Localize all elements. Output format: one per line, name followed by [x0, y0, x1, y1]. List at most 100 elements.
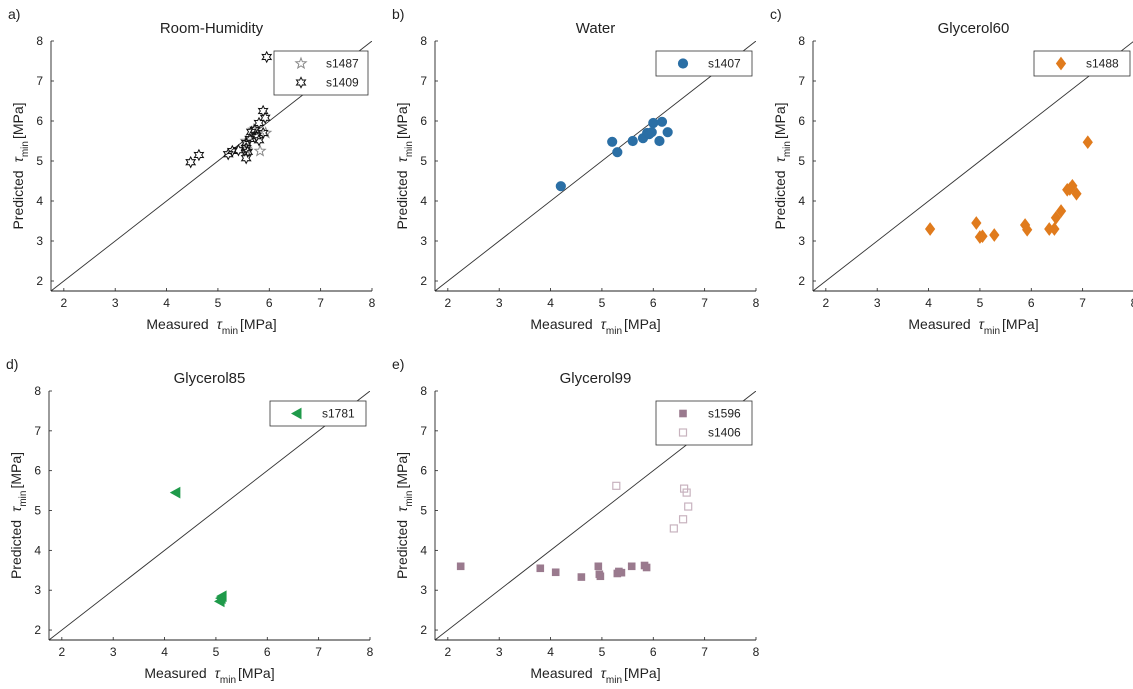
x-axis-label-subscript: min	[222, 326, 238, 337]
y-axis-label-text: Predicted	[772, 170, 788, 229]
x-tick-label: 5	[213, 645, 220, 659]
chart-title: Glycerol85	[174, 370, 246, 387]
data-point	[669, 524, 678, 533]
x-tick-label: 7	[701, 645, 708, 659]
y-tick-label: 2	[36, 274, 43, 288]
series-s1488	[924, 135, 1093, 244]
series-s1406	[612, 481, 693, 533]
x-tick-label: 7	[701, 296, 708, 310]
legend-label: s1596	[708, 407, 741, 421]
x-tick-label: 2	[444, 645, 451, 659]
data-point	[1071, 186, 1082, 201]
y-tick-label: 3	[798, 234, 805, 248]
panel-label: b)	[392, 6, 404, 22]
x-tick-label: 4	[163, 296, 170, 310]
x-axis-label-text: Measured	[530, 665, 592, 681]
y-axis-label-text: Predicted	[394, 170, 410, 229]
y-axis-label-text: Predicted	[394, 520, 410, 579]
x-axis-label-unit: [MPa]	[624, 316, 661, 332]
data-point	[971, 216, 982, 230]
data-point	[595, 570, 604, 579]
x-axis-label-text: Measured	[530, 316, 592, 332]
data-point	[1055, 204, 1067, 218]
y-axis-label-symbol: τ	[772, 156, 788, 162]
legend: s1596 s1406	[655, 400, 753, 446]
y-axis-label-subscript: min	[404, 491, 415, 507]
legend-box	[655, 400, 753, 446]
data-point	[607, 136, 618, 147]
x-axis-label-subscript: min	[606, 326, 622, 337]
y-tick-label: 8	[36, 34, 43, 48]
legend: s1781	[269, 400, 367, 427]
y-tick-label: 7	[420, 74, 427, 88]
x-tick-label: 7	[1079, 296, 1086, 310]
chart-title: Water	[576, 20, 615, 37]
y-tick-label: 6	[798, 114, 805, 128]
y-tick-label: 5	[798, 154, 805, 168]
y-axis-label: Predicted τmin [MPa]	[394, 102, 415, 229]
legend-label: s1407	[708, 57, 741, 71]
x-tick-label: 6	[266, 296, 273, 310]
legend: s1487 s1409	[273, 50, 369, 96]
data-point	[656, 116, 668, 127]
data-point	[456, 562, 465, 571]
legend: s1407	[655, 50, 753, 77]
identity-line	[813, 41, 1133, 291]
panel-label: a)	[8, 6, 20, 22]
y-tick-label: 5	[34, 504, 41, 518]
data-point	[185, 155, 197, 169]
x-axis-label: Measured τmin [MPa]	[530, 316, 660, 337]
y-tick-label: 4	[36, 194, 43, 208]
identity-line	[435, 41, 756, 291]
x-tick-label: 4	[547, 296, 554, 310]
legend-box	[273, 50, 369, 96]
x-axis-label-symbol: τ	[979, 316, 985, 332]
x-tick-label: 3	[874, 296, 881, 310]
data-point	[250, 129, 262, 143]
y-tick-label: 7	[36, 74, 43, 88]
data-point	[682, 488, 691, 497]
data-point	[240, 151, 252, 165]
y-tick-label: 5	[420, 154, 427, 168]
y-axis-label-subscript: min	[404, 141, 415, 157]
y-axis-label-symbol: τ	[10, 156, 26, 162]
series-s1596	[456, 561, 651, 581]
y-axis-label-unit: [MPa]	[394, 452, 410, 489]
data-point	[193, 148, 205, 162]
data-point	[257, 104, 269, 118]
panel-c: 23456782345678Glycerol60c)Measuredτmin[M…	[770, 6, 1133, 337]
x-axis-label-symbol: τ	[601, 316, 607, 332]
data-point	[555, 181, 566, 192]
data-point	[646, 127, 657, 138]
legend-label: s1781	[322, 407, 355, 421]
data-point	[242, 145, 254, 159]
legend-marker	[295, 76, 307, 89]
data-point	[1050, 210, 1062, 225]
data-point	[257, 126, 269, 140]
x-tick-label: 6	[650, 296, 657, 310]
chart-title: Glycerol99	[560, 370, 632, 387]
y-tick-label: 4	[420, 194, 427, 208]
data-point	[551, 568, 560, 577]
x-tick-label: 8	[367, 645, 374, 659]
data-point	[222, 147, 234, 161]
data-point	[989, 228, 1000, 242]
x-axis-label-text: Measured	[146, 316, 208, 332]
y-axis-label: Predicted τmin [MPa]	[8, 452, 29, 579]
y-tick-label: 7	[420, 424, 427, 438]
x-tick-label: 8	[753, 645, 760, 659]
chart-title: Room-Humidity	[160, 20, 264, 37]
x-axis-label-subscript: min	[984, 326, 1000, 337]
data-point	[1064, 182, 1075, 196]
x-axis-label-unit: [MPa]	[240, 316, 277, 332]
x-tick-label: 3	[112, 296, 119, 310]
x-tick-label: 8	[753, 296, 760, 310]
data-point	[253, 144, 267, 157]
legend-marker	[679, 409, 687, 418]
data-point	[662, 127, 673, 138]
data-point	[627, 562, 636, 571]
data-point	[215, 592, 226, 605]
y-tick-label: 8	[420, 384, 427, 398]
x-tick-label: 4	[925, 296, 932, 310]
